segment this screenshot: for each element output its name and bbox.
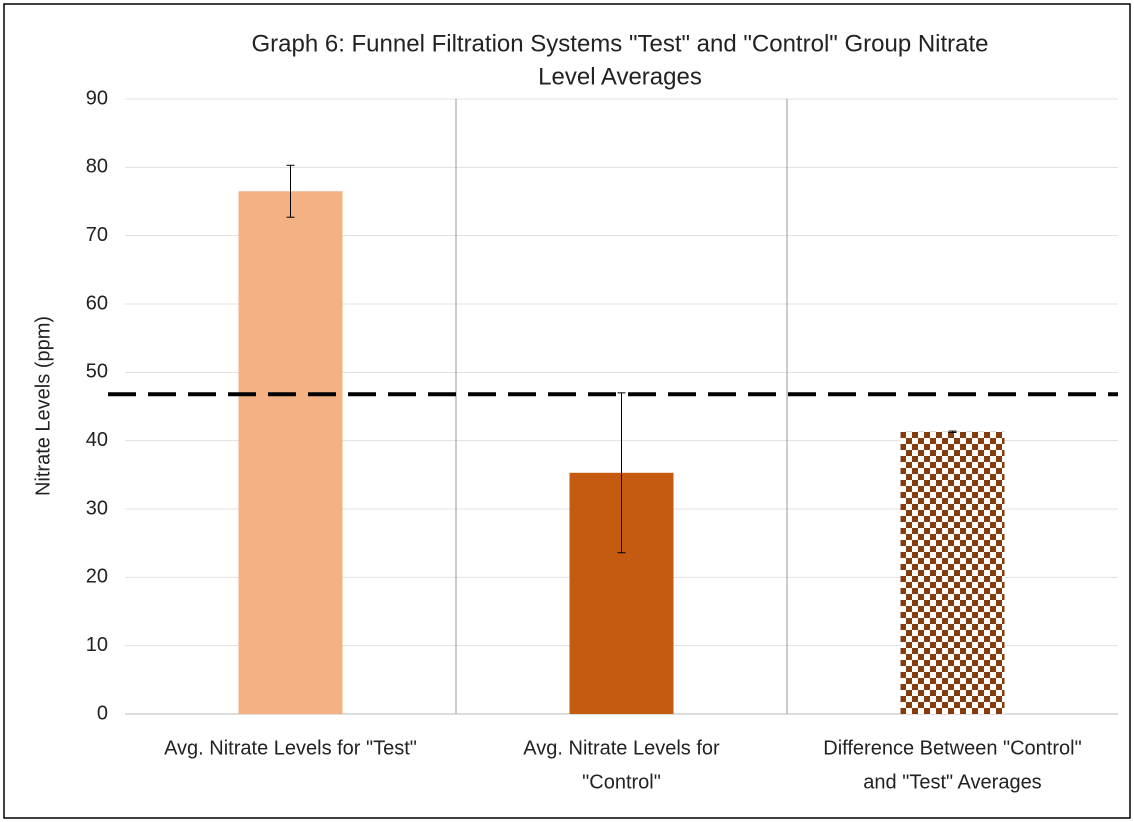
y-tick-label: 30 xyxy=(86,497,108,519)
y-tick-label: 90 xyxy=(86,87,108,109)
y-tick-label: 0 xyxy=(97,702,108,724)
y-axis-label: Nitrate Levels (ppm) xyxy=(32,316,54,496)
y-tick-label: 80 xyxy=(86,156,108,178)
x-tick-label: "Control" xyxy=(582,771,661,793)
y-tick-label: 50 xyxy=(86,361,108,383)
y-tick-label: 40 xyxy=(86,429,108,451)
x-tick-label: Difference Between "Control" xyxy=(823,737,1081,759)
x-tick-label: Avg. Nitrate Levels for xyxy=(523,737,720,759)
chart-title: Level Averages xyxy=(538,63,702,90)
x-tick-label: and "Test" Averages xyxy=(863,771,1041,793)
bar xyxy=(238,191,343,714)
y-tick-label: 20 xyxy=(86,566,108,588)
x-tick-label: Avg. Nitrate Levels for "Test" xyxy=(164,737,417,759)
y-tick-label: 70 xyxy=(86,224,108,246)
chart-title: Graph 6: Funnel Filtration Systems "Test… xyxy=(251,30,988,57)
bar xyxy=(900,431,1005,714)
y-tick-label: 60 xyxy=(86,292,108,314)
y-tick-label: 10 xyxy=(86,634,108,656)
